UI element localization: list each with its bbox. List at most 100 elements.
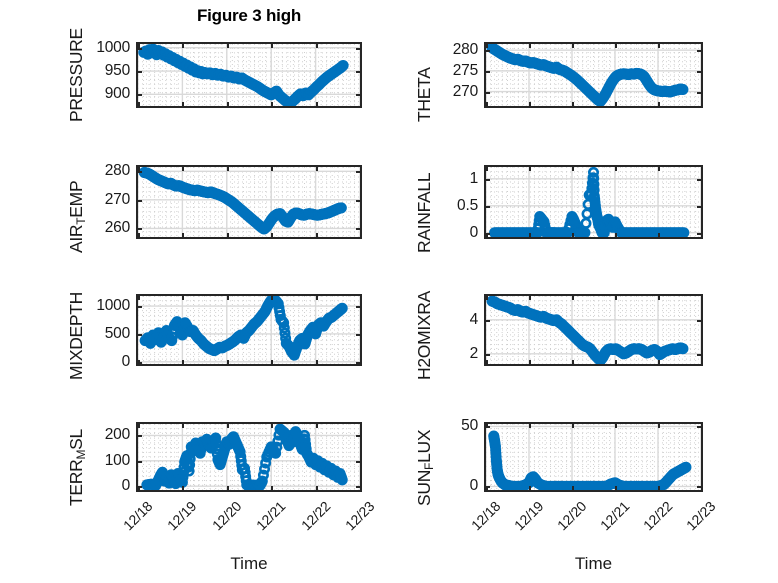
y-tick-mark [697, 353, 701, 356]
y-tick-mark [138, 228, 142, 231]
y-axis-label: MIXDEPTH [66, 292, 87, 380]
x-tick-mark [658, 102, 660, 106]
x-tick-mark [701, 233, 703, 238]
x-tick-mark [615, 424, 617, 428]
x-tick-mark [572, 102, 574, 106]
x-tick-mark [658, 486, 660, 490]
x-tick-mark [658, 296, 660, 300]
x-tick-mark [360, 360, 362, 365]
x-tick-mark [572, 486, 574, 490]
y-axis-label-text: TERRMSL [66, 429, 88, 506]
y-tick-mark [486, 205, 490, 208]
x-tick-mark [226, 360, 229, 364]
x-tick-mark [315, 167, 318, 171]
x-tick-mark [138, 296, 140, 300]
x-tick-mark [271, 44, 274, 48]
x-tick-mark [182, 233, 185, 237]
x-tick-mark [529, 486, 531, 490]
y-tick-label: 500 [104, 324, 130, 342]
x-tick-mark [658, 233, 660, 237]
x-tick-mark [271, 296, 274, 300]
x-tick-mark [182, 44, 185, 48]
x-tick-mark [138, 360, 140, 364]
y-tick-label: 200 [104, 426, 130, 444]
y-tick-label: 2 [469, 344, 479, 362]
y-tick-mark [486, 50, 490, 53]
y-tick-label: 280 [452, 41, 478, 59]
y-tick-label: 4 [469, 310, 479, 328]
y-tick-mark [697, 178, 701, 181]
y-tick-mark [138, 47, 142, 50]
x-tick-mark [572, 424, 574, 428]
x-axis-label: Time [230, 554, 268, 573]
grid-and-data [138, 167, 360, 237]
x-tick-mark [226, 102, 229, 106]
x-tick-mark [658, 360, 660, 364]
x-tick-mark [226, 486, 229, 490]
x-tick-mark [226, 233, 229, 237]
x-tick-mark [486, 102, 488, 106]
plot-area [136, 422, 362, 492]
x-tick-mark [486, 424, 488, 428]
y-tick-mark [697, 91, 701, 94]
y-tick-mark [486, 91, 490, 94]
x-tick-mark [615, 167, 617, 171]
x-tick-mark [486, 167, 488, 171]
y-tick-label: 0 [121, 352, 131, 370]
x-tick-mark [138, 102, 140, 106]
grid-and-data [486, 167, 701, 237]
x-tick-mark [182, 360, 185, 364]
y-tick-mark [138, 171, 142, 174]
x-tick-mark [615, 44, 617, 48]
y-tick-mark [356, 228, 360, 231]
x-tick-mark [615, 233, 617, 237]
x-tick-mark [138, 44, 140, 48]
y-tick-mark [486, 486, 490, 489]
grid-and-data [138, 296, 360, 364]
x-tick-mark [360, 233, 362, 238]
y-axis-label-text: RAINFALL [414, 172, 434, 253]
x-tick-mark [486, 360, 488, 364]
x-tick-mark [226, 296, 229, 300]
y-tick-label: 0.5 [457, 196, 478, 214]
x-tick-mark [701, 295, 703, 300]
y-tick-label: 270 [452, 82, 478, 100]
x-tick-mark [271, 424, 274, 428]
x-tick-mark [138, 233, 140, 237]
y-axis-label-text: SUNFLUX [414, 429, 436, 506]
x-tick-mark [138, 486, 140, 490]
x-axis-label: Time [574, 554, 613, 573]
grid-and-data [486, 44, 701, 106]
plot-area [484, 422, 703, 492]
x-tick-mark [486, 296, 488, 300]
y-tick-mark [356, 486, 360, 489]
plot-area [136, 42, 362, 108]
x-tick-mark [529, 233, 531, 237]
x-tick-mark [360, 43, 362, 48]
y-tick-mark [138, 94, 142, 97]
grid-and-data [486, 296, 701, 364]
x-tick-mark [572, 233, 574, 237]
x-tick-mark [529, 360, 531, 364]
x-tick-mark [701, 102, 703, 107]
y-axis-label: THETA [414, 67, 435, 122]
x-tick-mark [315, 44, 318, 48]
x-tick-mark [182, 424, 185, 428]
plot-area [484, 42, 703, 108]
x-tick-mark [271, 486, 274, 490]
y-tick-mark [356, 171, 360, 174]
y-tick-label: 280 [104, 162, 130, 180]
x-tick-mark [271, 102, 274, 106]
x-tick-mark [360, 423, 362, 428]
y-tick-mark [486, 232, 490, 235]
figure-title: Figure 3 high [196, 6, 302, 25]
x-tick-mark [529, 296, 531, 300]
y-axis-label-text: H2OMIXRA [414, 290, 434, 380]
x-tick-mark [658, 424, 660, 428]
y-tick-label: 0 [469, 223, 479, 241]
x-tick-mark [701, 360, 703, 365]
